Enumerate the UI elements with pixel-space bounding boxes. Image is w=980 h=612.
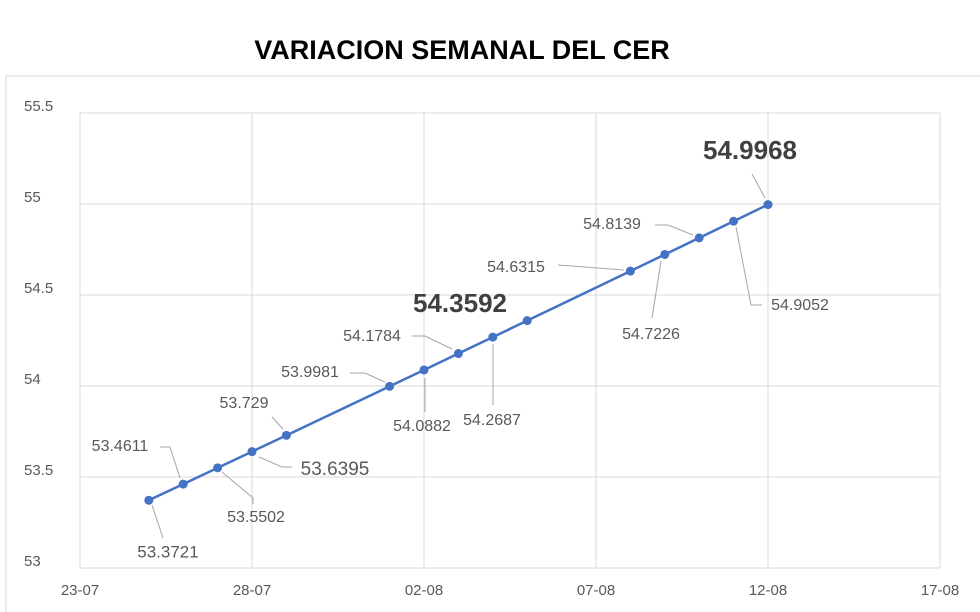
data-label: 54.9968 [703,135,797,165]
data-point [178,479,188,489]
y-tick-label: 53 [24,553,41,570]
chart-title: VARIACION SEMANAL DEL CER [254,35,670,65]
x-tick-label: 17-08 [921,582,959,599]
y-tick-label: 54 [24,371,41,388]
leader-line [735,226,762,306]
leader-line [651,260,662,319]
data-label: 53.729 [220,395,269,412]
data-label: 54.3592 [413,288,507,318]
data-label: 53.5502 [227,509,285,526]
leader-line [655,224,694,236]
data-point [522,316,532,326]
x-tick-label: 07-08 [577,582,615,599]
data-point [453,349,463,359]
leader-line [151,504,164,539]
data-point [281,430,291,440]
data-label: 53.3721 [137,542,198,561]
data-label: 54.1784 [343,328,401,345]
data-point [385,381,395,391]
y-tick-label: 55.5 [24,98,53,115]
x-tick-label: 28-07 [233,582,271,599]
data-point [213,463,223,473]
data-label: 54.7226 [622,326,680,343]
data-point [763,200,773,210]
y-tick-label: 55 [24,189,41,206]
leader-line [412,335,453,350]
leader-line [271,416,284,430]
leader-line [160,446,181,479]
data-label: 54.9052 [771,297,829,314]
leader-line [258,456,292,468]
x-tick-label: 02-08 [405,582,443,599]
leader-line [751,173,766,199]
data-label: 54.6315 [487,259,545,276]
data-point [729,216,739,226]
leader-line [221,471,254,504]
data-label: 53.9981 [281,364,339,381]
data-label: 54.8139 [583,216,641,233]
data-label: 54.2687 [463,412,521,429]
data-point [488,332,498,342]
data-label: 54.0882 [393,418,451,435]
data-point [144,495,154,505]
data-point [247,447,257,457]
leader-line [350,372,386,383]
leader-line [557,264,625,271]
data-point [694,233,704,243]
x-tick-label: 12-08 [749,582,787,599]
x-tick-label: 23-07 [61,582,99,599]
data-label: 53.4611 [92,438,149,455]
data-label: 53.6395 [301,459,370,480]
data-point [625,266,635,276]
data-point [660,249,670,259]
y-tick-label: 54.5 [24,280,53,297]
data-point [419,365,429,375]
chart-frame [5,75,980,612]
y-tick-label: 53.5 [24,462,53,479]
